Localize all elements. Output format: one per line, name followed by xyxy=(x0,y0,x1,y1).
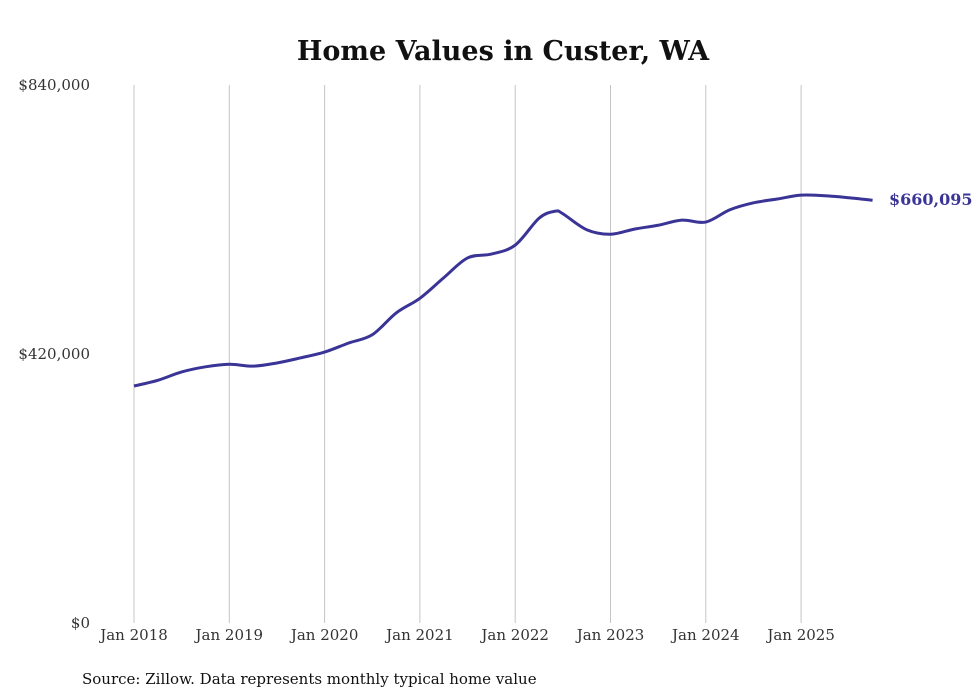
x-tick-label: Jan 2021 xyxy=(384,626,454,644)
x-tick-label: Jan 2022 xyxy=(479,626,549,644)
x-tick-label: Jan 2025 xyxy=(765,626,835,644)
end-value-label: $660,095 xyxy=(889,190,973,209)
y-tick-label: $420,000 xyxy=(18,345,90,363)
x-tick-label: Jan 2020 xyxy=(289,626,359,644)
x-tick-label: Jan 2023 xyxy=(575,626,645,644)
x-tick-label: Jan 2018 xyxy=(98,626,168,644)
gridlines xyxy=(133,85,802,623)
y-tick-label: $0 xyxy=(71,614,90,632)
x-axis: Jan 2018 Jan 2019 Jan 2020 Jan 2021 Jan 2022… xyxy=(98,626,835,644)
series-line-home-value xyxy=(133,193,873,388)
chart-title: Home Values in Custer, WA xyxy=(297,36,710,67)
source-note: Source: Zillow. Data represents monthly … xyxy=(82,670,537,688)
x-tick-label: Jan 2019 xyxy=(194,626,264,644)
y-tick-label: $840,000 xyxy=(18,76,90,94)
x-tick-label: Jan 2024 xyxy=(670,626,740,644)
y-axis: $0 $420,000 $840,000 xyxy=(18,76,90,632)
